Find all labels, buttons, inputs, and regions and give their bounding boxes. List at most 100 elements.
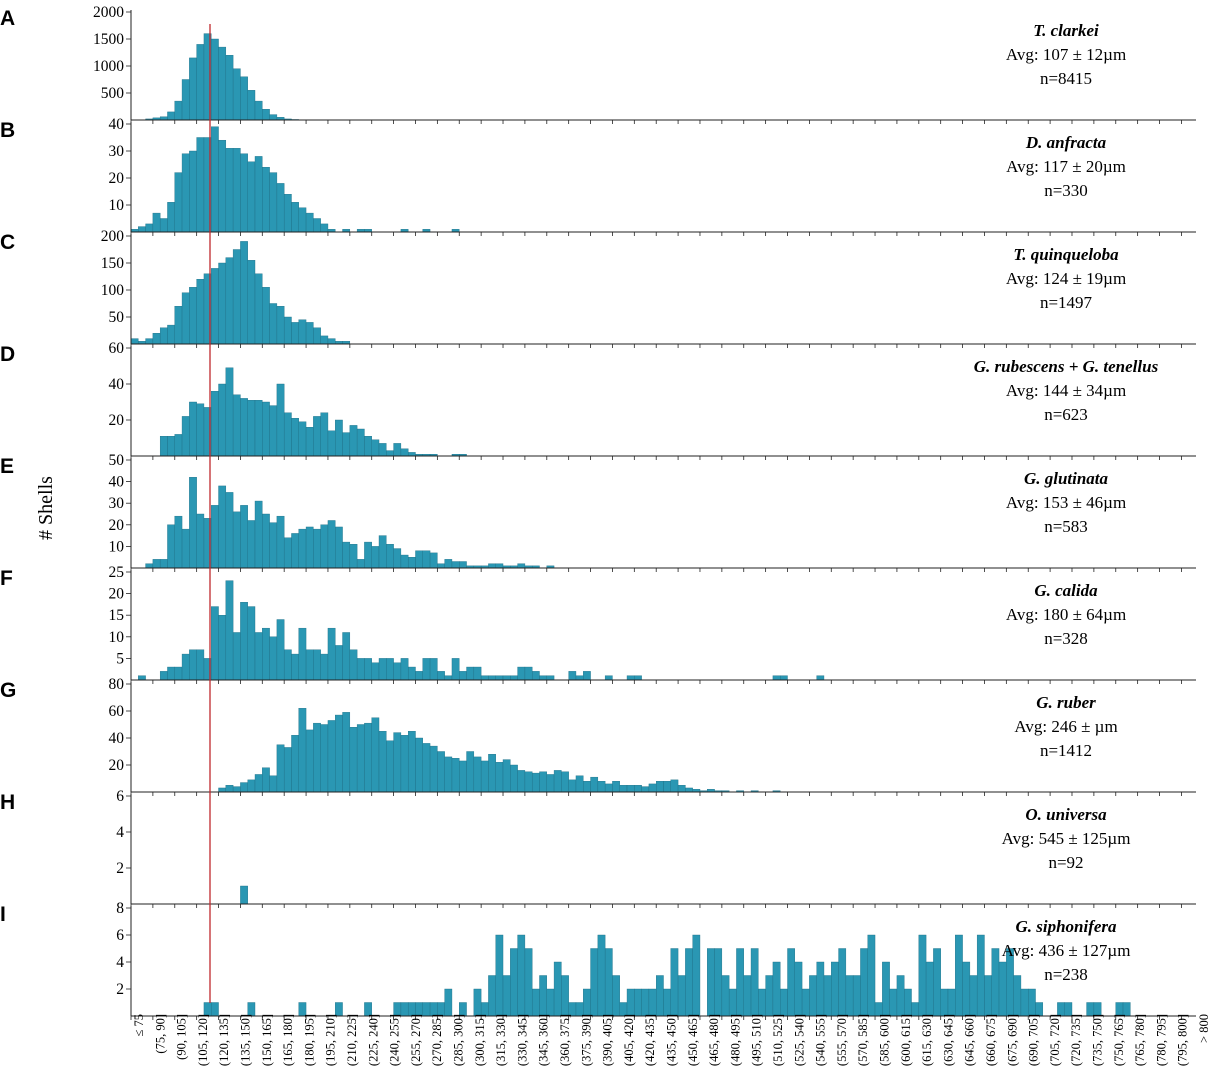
- bar: [232, 68, 241, 121]
- bar: [918, 934, 927, 1017]
- bar: [291, 533, 299, 569]
- bar: [692, 934, 701, 1017]
- bar: [393, 1002, 402, 1017]
- bar: [218, 139, 227, 233]
- bar: [291, 653, 299, 681]
- bar: [422, 550, 431, 569]
- x-tick-label: (585, 600]: [878, 1014, 892, 1066]
- bar: [947, 988, 956, 1017]
- bar: [1020, 988, 1029, 1017]
- y-tick-label: 10: [109, 538, 125, 555]
- x-tick-label: (150, 165]: [260, 1014, 274, 1066]
- bar: [532, 671, 540, 681]
- bar: [991, 948, 1000, 1017]
- bar: [327, 430, 336, 457]
- bar: [196, 279, 205, 345]
- bar: [429, 552, 438, 569]
- y-tick-label: 40: [109, 474, 125, 491]
- bar: [459, 671, 467, 681]
- average-size: Avg: 246 ± µm: [1014, 717, 1117, 736]
- x-tick-label: (525, 540]: [792, 1014, 806, 1066]
- bar: [320, 724, 329, 793]
- sample-count: n=1412: [1040, 741, 1092, 760]
- bar: [466, 666, 475, 681]
- x-tick-label: (315, 330]: [494, 1014, 508, 1066]
- bar: [254, 774, 263, 793]
- bar: [386, 544, 394, 569]
- bar: [247, 606, 256, 681]
- bar: [189, 477, 197, 569]
- average-size: Avg: 153 ± 46µm: [1006, 493, 1126, 512]
- bar: [750, 948, 759, 1017]
- bar: [955, 934, 963, 1017]
- bar: [969, 975, 978, 1017]
- x-tick-label: (645, 660]: [963, 1014, 977, 1066]
- bar: [597, 934, 606, 1017]
- bar: [517, 666, 526, 681]
- bar: [174, 515, 183, 569]
- bar: [232, 148, 241, 233]
- y-tick-label: 4: [116, 824, 124, 841]
- y-tick-label: 10: [109, 197, 125, 214]
- bar: [568, 1002, 577, 1017]
- bar: [211, 268, 219, 345]
- bar: [269, 775, 278, 793]
- bar: [174, 306, 183, 345]
- average-size: Avg: 107 ± 12µm: [1006, 45, 1126, 64]
- bar: [400, 554, 409, 569]
- bar: [276, 383, 285, 457]
- sample-count: n=1497: [1040, 293, 1093, 312]
- bars: [145, 33, 299, 121]
- bar: [159, 671, 168, 681]
- bar: [364, 658, 372, 681]
- bars: [218, 708, 781, 793]
- bar: [407, 731, 416, 793]
- bar: [305, 729, 314, 793]
- bar: [262, 767, 270, 793]
- x-tick-label: (105, 120]: [196, 1014, 210, 1066]
- bar: [364, 722, 372, 793]
- x-ticks: [130, 232, 1182, 236]
- bar: [867, 934, 876, 1017]
- bar: [349, 649, 358, 681]
- bar: [933, 948, 941, 1017]
- bar: [553, 770, 562, 793]
- bar: [276, 306, 285, 345]
- bar: [181, 153, 190, 233]
- bar: [510, 675, 518, 681]
- bar: [561, 975, 569, 1017]
- x-tick-label: (210, 225]: [345, 1014, 359, 1066]
- y-tick-label: 5: [116, 650, 124, 667]
- bar: [626, 675, 635, 681]
- bar: [437, 563, 445, 569]
- bar: [305, 427, 314, 457]
- bar: [167, 111, 175, 121]
- bar: [685, 787, 693, 793]
- y-tick-label: 80: [109, 676, 125, 693]
- bar: [583, 781, 591, 793]
- bar: [480, 760, 489, 793]
- bar: [342, 712, 351, 793]
- bar: [283, 747, 292, 793]
- x-tick-label: (540, 555]: [814, 1014, 828, 1066]
- bar: [196, 44, 205, 121]
- bar: [495, 675, 504, 681]
- x-tick-label: (135, 150]: [239, 1014, 253, 1066]
- bar: [269, 405, 278, 457]
- x-tick-label: (615, 630]: [920, 1014, 934, 1066]
- x-tick-label: (90, 105]: [175, 1014, 189, 1060]
- bar: [612, 781, 620, 793]
- bar: [532, 988, 540, 1017]
- bar: [335, 645, 343, 681]
- bar: [546, 675, 555, 681]
- panel-g: G 20 40 60 80 G. ruber Avg: 246 ± µm n=1412: [0, 676, 1196, 796]
- bar: [218, 615, 227, 681]
- bar: [262, 513, 270, 569]
- bar: [276, 183, 285, 233]
- bar: [634, 988, 642, 1017]
- bar: [641, 988, 650, 1017]
- bar: [240, 505, 248, 569]
- x-tick-label: (660, 675]: [984, 1014, 998, 1066]
- bar: [225, 367, 234, 457]
- bar: [181, 79, 190, 121]
